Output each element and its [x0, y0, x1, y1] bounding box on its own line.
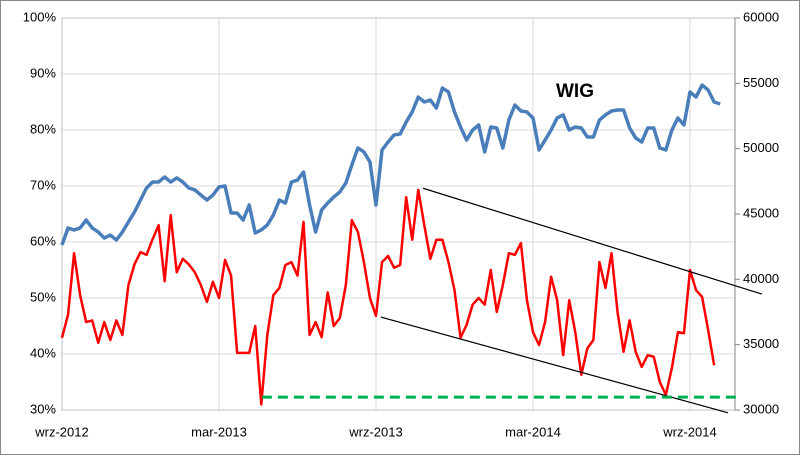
y-tick-label: 30%: [30, 401, 56, 416]
y2-tick-label: 35000: [743, 336, 779, 351]
y2-tick-label: 50000: [743, 140, 779, 155]
y2-tick-label: 45000: [743, 205, 779, 220]
trend-line: [422, 187, 763, 295]
x-tick-label: wrz-2014: [662, 424, 716, 439]
y2-tick-label: 55000: [743, 75, 779, 90]
y-tick-label: 100%: [23, 9, 57, 24]
y2-tick-label: 30000: [743, 401, 779, 416]
annotation: WIG: [556, 81, 594, 102]
y-tick-label: 50%: [30, 289, 56, 304]
x-tick-label: wrz-2012: [34, 424, 88, 439]
x-tick-label: mar-2013: [191, 424, 247, 439]
series-line: [60, 83, 721, 246]
y-tick-label: 40%: [30, 345, 56, 360]
series-line: [60, 188, 716, 406]
y2-tick-label: 40000: [743, 271, 779, 286]
y-tick-label: 80%: [30, 121, 56, 136]
x-tick-label: wrz-2013: [348, 424, 402, 439]
y-tick-label: 90%: [30, 65, 56, 80]
y-tick-label: 60%: [30, 233, 56, 248]
y2-tick-label: 60000: [743, 9, 779, 24]
x-tick-label: mar-2014: [505, 424, 561, 439]
y-tick-label: 70%: [30, 177, 56, 192]
